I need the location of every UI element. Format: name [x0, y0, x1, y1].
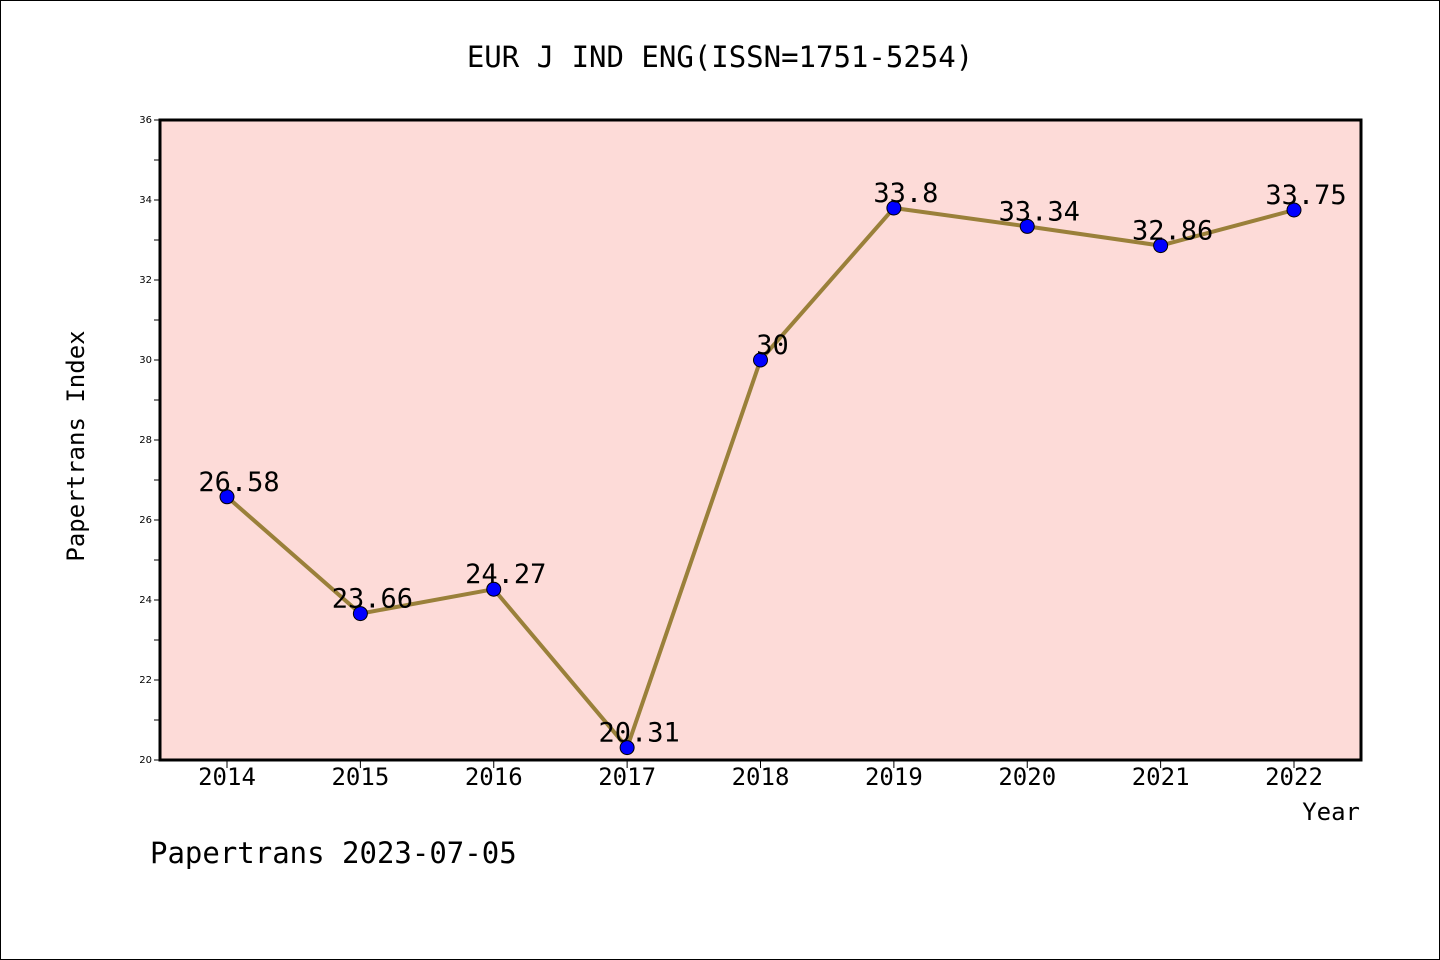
chart-title: EUR J IND ENG(ISSN=1751-5254) [467, 40, 973, 74]
y-tick-label: 24 [139, 595, 152, 606]
data-label: 30 [756, 330, 789, 361]
data-label: 33.8 [873, 178, 938, 209]
x-tick-label: 2016 [465, 763, 523, 791]
x-tick-label: 2018 [732, 763, 790, 791]
data-label: 26.58 [198, 467, 279, 498]
y-axis: 20 22 24 26 28 30 32 34 36 [139, 115, 160, 766]
y-tick-label: 34 [139, 195, 152, 206]
y-axis-label: Papertrans Index [62, 330, 90, 561]
y-tick-label: 30 [139, 355, 152, 366]
data-label: 33.75 [1265, 180, 1346, 211]
data-point [486, 581, 502, 597]
data-point [1019, 218, 1035, 234]
footer-credit: Papertrans 2023-07-05 [150, 836, 517, 870]
data-point [619, 740, 635, 756]
data-point [352, 606, 368, 622]
data-label: 23.66 [332, 584, 413, 615]
x-tick-label: 2022 [1265, 763, 1323, 791]
y-tick-label: 32 [139, 275, 152, 286]
y-tick-label: 22 [139, 675, 152, 686]
y-tick-label: 26 [139, 515, 152, 526]
x-tick-label: 2020 [998, 763, 1056, 791]
data-label: 32.86 [1132, 216, 1213, 247]
series-papertrans-index: 26.58 23.66 24.27 20.31 30 33.8 33.34 32.86 33.7… [198, 178, 1347, 756]
y-tick-label: 20 [139, 755, 152, 766]
x-axis: 2014 2015 2016 2017 2018 2019 2020 2021 2022 [198, 760, 1323, 791]
x-tick-label: 2019 [865, 763, 923, 791]
y-tick-label: 28 [139, 435, 152, 446]
data-label: 20.31 [598, 718, 679, 749]
y-tick-label: 36 [139, 115, 152, 126]
data-point [886, 200, 902, 216]
data-label: 24.27 [465, 559, 546, 590]
x-tick-label: 2021 [1132, 763, 1190, 791]
x-tick-label: 2014 [198, 763, 256, 791]
x-tick-label: 2015 [331, 763, 389, 791]
x-axis-label: Year [1302, 798, 1360, 826]
data-point [753, 352, 768, 368]
x-tick-label: 2017 [598, 763, 656, 791]
data-point [219, 489, 235, 505]
plot-area [158, 118, 1363, 762]
data-point [1286, 202, 1302, 218]
data-point [1153, 238, 1169, 254]
data-label: 33.34 [999, 196, 1080, 227]
